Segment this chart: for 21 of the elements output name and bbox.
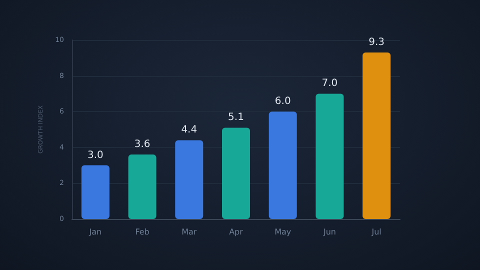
x-tick-label: Apr: [229, 228, 244, 236]
x-tick-label: Feb: [135, 228, 150, 236]
x-tick-label: Mar: [182, 228, 198, 236]
x-tick-label: Jul: [370, 228, 382, 236]
data-label: 7.0: [322, 78, 338, 90]
data-label: 9.3: [368, 37, 385, 48]
bar: [175, 140, 204, 219]
data-label: 5.1: [228, 112, 244, 124]
bar: [128, 154, 156, 219]
bar: [268, 112, 297, 219]
data-label: 3.6: [134, 139, 150, 150]
data-label: 3.0: [87, 150, 104, 161]
bar: [316, 94, 344, 219]
bar: [81, 165, 110, 219]
bar: [222, 128, 250, 219]
x-tick-label: Jan: [88, 228, 102, 236]
x-tick-label: May: [274, 228, 292, 236]
data-label: 6.0: [274, 96, 291, 108]
data-label: 4.4: [181, 124, 198, 136]
x-tick-label: Jun: [322, 228, 336, 236]
bar: [362, 52, 391, 219]
